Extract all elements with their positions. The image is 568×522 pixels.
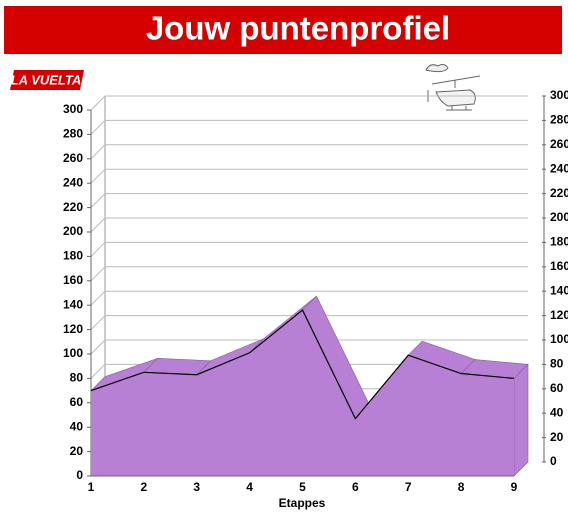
y-tick-label: 80 <box>70 371 84 385</box>
grid-line <box>90 363 528 379</box>
y2-tick-label: 280 <box>550 113 568 127</box>
grid-line <box>90 339 528 355</box>
x-tick-label: 6 <box>352 480 359 494</box>
y2-tick-label: 200 <box>550 210 568 224</box>
y-tick-label: 220 <box>63 200 83 214</box>
grid-line <box>90 168 528 184</box>
y-tick-label: 180 <box>63 249 83 263</box>
x-tick-label: 3 <box>193 480 200 494</box>
logo-text: LA VUELTA <box>11 72 82 87</box>
y2-tick-label: 120 <box>550 308 568 322</box>
x-tick-label: 1 <box>88 480 95 494</box>
grid-line <box>90 144 528 160</box>
x-tick-label: 8 <box>458 480 465 494</box>
grid-line <box>90 241 528 257</box>
y-tick-label: 60 <box>70 395 84 409</box>
y-tick-label: 160 <box>63 273 83 287</box>
grid-line <box>90 119 528 135</box>
grid-line <box>90 193 528 208</box>
title-bar <box>4 6 562 54</box>
y2-tick-label: 0 <box>550 454 557 468</box>
y-tick-label: 100 <box>63 346 83 360</box>
area <box>91 310 514 476</box>
y2-tick-label: 160 <box>550 259 568 273</box>
chart-title: Jouw puntenprofiel <box>146 10 450 47</box>
area-side <box>513 363 529 477</box>
y-tick-label: 260 <box>63 151 83 165</box>
grid-line <box>90 290 528 306</box>
y-tick-label: 200 <box>63 224 83 238</box>
grid-line <box>90 266 528 282</box>
x-tick-label: 2 <box>141 480 148 494</box>
y2-tick-label: 40 <box>550 405 564 419</box>
x-tick-label: 7 <box>405 480 412 494</box>
grid-line <box>90 217 528 233</box>
grid-line <box>90 95 528 111</box>
grid-line <box>90 315 528 330</box>
x-axis-label: Etappes <box>279 496 326 510</box>
y-tick-label: 40 <box>70 419 84 433</box>
y2-tick-label: 20 <box>550 430 564 444</box>
helicopter-icon <box>422 60 484 120</box>
y-tick-label: 120 <box>63 322 83 336</box>
y2-tick-label: 300 <box>550 88 568 102</box>
y2-tick-label: 140 <box>550 283 568 297</box>
y2-tick-label: 100 <box>550 332 568 346</box>
y-tick-label: 140 <box>63 297 83 311</box>
y2-tick-label: 220 <box>550 186 568 200</box>
x-tick-label: 5 <box>299 480 306 494</box>
logo: LA VUELTA <box>10 70 84 90</box>
y2-tick-label: 60 <box>550 381 564 395</box>
y-tick-label: 240 <box>63 175 83 189</box>
y-tick-label: 20 <box>70 444 84 458</box>
x-tick-label: 9 <box>511 480 518 494</box>
x-tick-label: 4 <box>246 480 253 494</box>
y2-tick-label: 80 <box>550 357 564 371</box>
y2-tick-label: 260 <box>550 137 568 151</box>
y2-tick-label: 240 <box>550 161 568 175</box>
y-tick-label: 0 <box>76 468 83 482</box>
y-tick-label: 300 <box>63 102 83 116</box>
line <box>90 309 515 420</box>
y2-tick-label: 180 <box>550 235 568 249</box>
y-tick-label: 280 <box>63 127 83 141</box>
